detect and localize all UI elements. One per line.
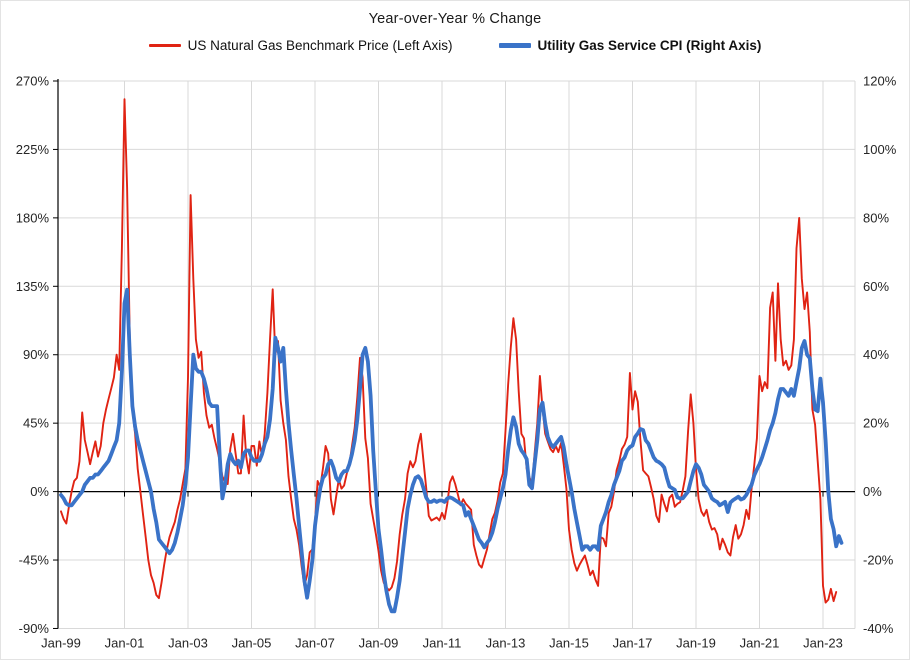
y-left-tick-label: -90% xyxy=(19,621,50,636)
y-left-tick-label: 225% xyxy=(16,142,50,157)
y-left-tick-label: 270% xyxy=(16,74,50,89)
y-right-tick-label: 20% xyxy=(863,416,889,431)
y-left-tick-label: -45% xyxy=(19,553,50,568)
y-right-tick-label: 40% xyxy=(863,347,889,362)
x-tick-label: Jan-13 xyxy=(486,636,526,651)
x-tick-label: Jan-07 xyxy=(295,636,335,651)
x-tick-label: Jan-09 xyxy=(359,636,399,651)
x-tick-label: Jan-19 xyxy=(676,636,716,651)
legend-item-benchmark-price: US Natural Gas Benchmark Price (Left Axi… xyxy=(148,38,453,53)
y-right-tick-label: 60% xyxy=(863,279,889,294)
chart-title: Year-over-Year % Change xyxy=(368,11,542,27)
chart-legend: US Natural Gas Benchmark Price (Left Axi… xyxy=(1,38,909,53)
legend-item-utility-cpi: Utility Gas Service CPI (Right Axis) xyxy=(498,38,762,53)
legend-label-benchmark-price: US Natural Gas Benchmark Price (Left Axi… xyxy=(187,38,453,53)
x-tick-label: Jan-05 xyxy=(232,636,272,651)
y-left-tick-label: 45% xyxy=(23,416,49,431)
x-tick-label: Jan-03 xyxy=(168,636,208,651)
y-left-tick-label: 180% xyxy=(16,210,50,225)
blue-line-swatch-icon xyxy=(498,43,531,48)
series-line-utility-cpi xyxy=(59,287,844,614)
y-right-tick-label: -20% xyxy=(863,553,894,568)
x-tick-label: Jan-99 xyxy=(41,636,81,651)
x-tick-label: Jan-01 xyxy=(105,636,145,651)
y-left-tick-label: 135% xyxy=(16,279,50,294)
y-left-tick-label: 0% xyxy=(30,484,49,499)
x-tick-label: Jan-11 xyxy=(423,636,462,651)
red-line-swatch-icon xyxy=(148,44,181,47)
x-tick-label: Jan-17 xyxy=(613,636,653,651)
x-tick-label: Jan-21 xyxy=(740,636,780,651)
y-right-tick-label: 100% xyxy=(863,142,897,157)
series-line-benchmark-price xyxy=(60,98,838,604)
x-tick-label: Jan-15 xyxy=(549,636,589,651)
y-right-tick-label: -40% xyxy=(863,621,894,636)
y-right-tick-label: 0% xyxy=(863,484,882,499)
y-right-tick-label: 120% xyxy=(863,74,897,89)
legend-label-utility-cpi: Utility Gas Service CPI (Right Axis) xyxy=(537,38,762,53)
y-left-tick-label: 90% xyxy=(23,347,49,362)
x-tick-label: Jan-23 xyxy=(803,636,843,651)
y-right-tick-label: 80% xyxy=(863,210,889,225)
